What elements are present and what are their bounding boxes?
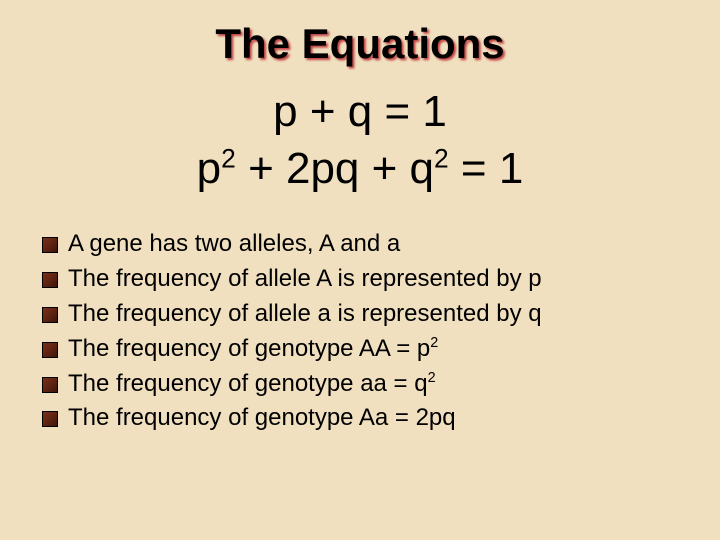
list-item: A gene has two alleles, A and a	[40, 227, 680, 262]
equation-2: p2 + 2pq + q2 = 1	[40, 140, 680, 197]
list-item: The frequency of genotype Aa = 2pq	[40, 401, 680, 436]
list-item: The frequency of allele A is represented…	[40, 262, 680, 297]
list-item: The frequency of allele a is represented…	[40, 297, 680, 332]
equations-block: p + q = 1 p2 + 2pq + q2 = 1	[40, 83, 680, 197]
bullet-list: A gene has two alleles, A and a The freq…	[40, 227, 680, 436]
list-item: The frequency of genotype aa = q2	[40, 367, 680, 402]
slide-title: The Equations	[40, 20, 680, 68]
equation-1: p + q = 1	[40, 83, 680, 140]
list-item: The frequency of genotype AA = p2	[40, 332, 680, 367]
